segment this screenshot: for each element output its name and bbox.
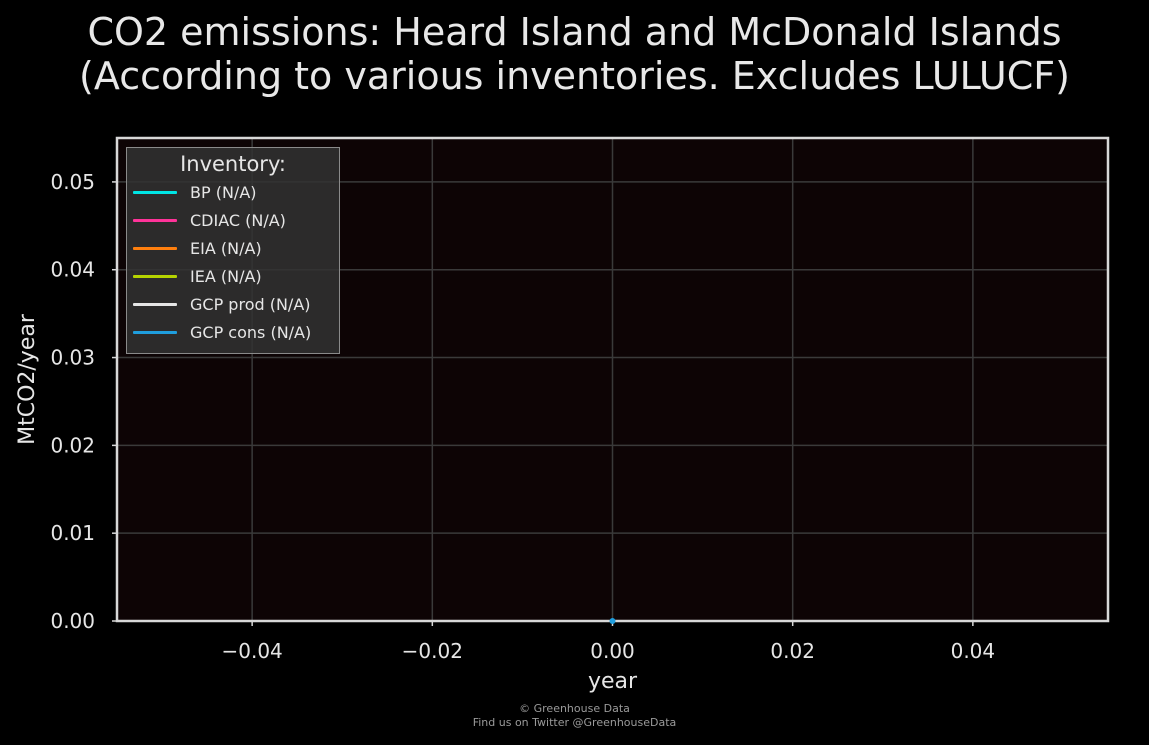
legend-label: CDIAC (N/A) xyxy=(190,211,286,230)
legend-item: IEA (N/A) xyxy=(127,262,339,290)
legend-label: IEA (N/A) xyxy=(190,267,262,286)
chart-title: CO2 emissions: Heard Island and McDonald… xyxy=(0,10,1149,98)
legend-swatch xyxy=(133,247,177,250)
legend-item: GCP prod (N/A) xyxy=(127,290,339,318)
y-tick-label: 0.05 xyxy=(50,170,95,194)
y-tick-label: 0.03 xyxy=(50,346,95,370)
x-tick-label: 0.02 xyxy=(770,639,815,663)
footer-twitter: Find us on Twitter @GreenhouseData xyxy=(472,716,677,729)
legend-item: EIA (N/A) xyxy=(127,234,339,262)
legend-swatch xyxy=(133,331,177,334)
legend-label: GCP cons (N/A) xyxy=(190,323,312,342)
x-axis-label: year xyxy=(588,669,638,694)
legend-label: GCP prod (N/A) xyxy=(190,295,311,314)
y-tick-label: 0.04 xyxy=(50,258,95,282)
x-tick-label: −0.02 xyxy=(402,639,463,663)
x-tick-label: −0.04 xyxy=(221,639,282,663)
legend-swatch xyxy=(133,191,177,194)
legend-title: Inventory: xyxy=(180,152,286,176)
legend-label: BP (N/A) xyxy=(190,183,257,202)
y-tick-label: 0.01 xyxy=(50,521,95,545)
y-axis-label: MtCO2/year xyxy=(15,313,40,445)
legend-swatch xyxy=(133,219,177,222)
legend: Inventory: BP (N/A) CDIAC (N/A) EIA (N/A) I… xyxy=(126,147,340,354)
chart-subtitle: (According to various inventories. Exclu… xyxy=(79,54,1070,98)
x-tick-label: 0.04 xyxy=(951,639,996,663)
legend-item: GCP cons (N/A) xyxy=(127,318,339,346)
legend-label: EIA (N/A) xyxy=(190,239,262,258)
chart-title-line1: CO2 emissions: Heard Island and McDonald… xyxy=(87,10,1062,54)
x-tick-label: 0.00 xyxy=(590,639,635,663)
footer-copyright: © Greenhouse Data xyxy=(519,702,630,715)
y-tick-label: 0.02 xyxy=(50,433,95,457)
y-tick-label: 0.00 xyxy=(50,609,95,633)
legend-item: CDIAC (N/A) xyxy=(127,206,339,234)
data-point xyxy=(609,618,616,624)
legend-swatch xyxy=(133,275,177,278)
legend-item: BP (N/A) xyxy=(127,178,339,206)
legend-swatch xyxy=(133,303,177,306)
legend-items: BP (N/A) CDIAC (N/A) EIA (N/A) IEA (N/A) GCP… xyxy=(127,178,339,346)
